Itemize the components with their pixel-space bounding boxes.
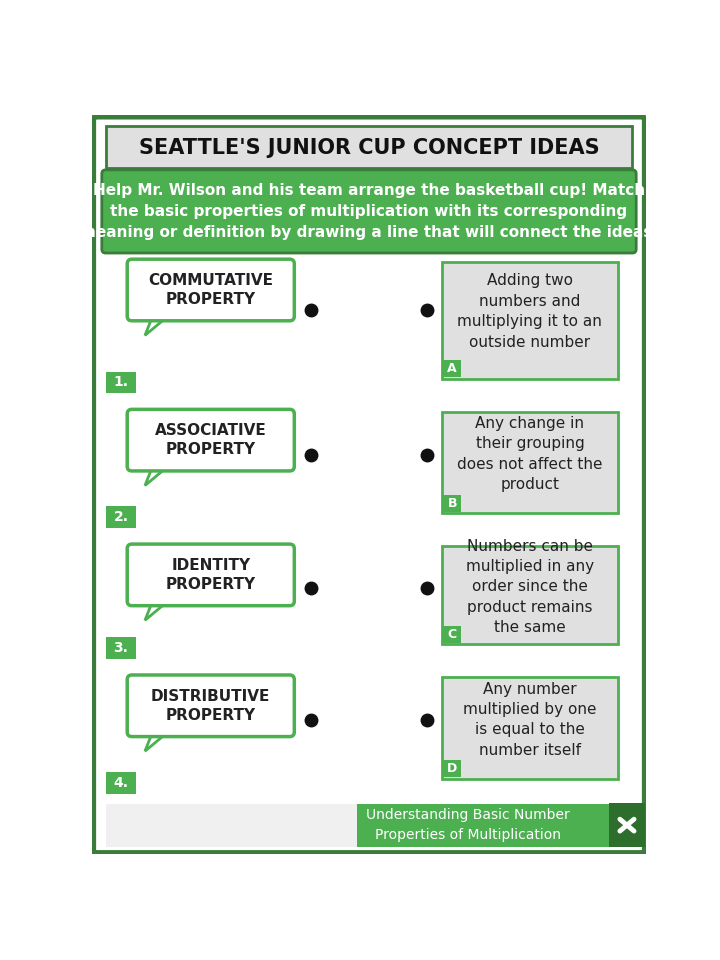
Text: 4.: 4. xyxy=(114,776,129,790)
FancyBboxPatch shape xyxy=(127,675,294,736)
Polygon shape xyxy=(145,732,168,752)
FancyBboxPatch shape xyxy=(106,506,137,528)
Text: B: B xyxy=(447,496,457,510)
FancyBboxPatch shape xyxy=(106,372,137,394)
Text: SEATTLE'S JUNIOR CUP CONCEPT IDEAS: SEATTLE'S JUNIOR CUP CONCEPT IDEAS xyxy=(139,137,599,157)
Text: 1.: 1. xyxy=(114,375,129,390)
FancyBboxPatch shape xyxy=(127,409,294,471)
FancyBboxPatch shape xyxy=(443,360,462,377)
Text: Help Mr. Wilson and his team arrange the basketball cup! Match
the basic propert: Help Mr. Wilson and his team arrange the… xyxy=(80,183,658,240)
Text: IDENTITY
PROPERTY: IDENTITY PROPERTY xyxy=(166,558,256,591)
Text: Any number
multiplied by one
is equal to the
number itself: Any number multiplied by one is equal to… xyxy=(463,682,597,757)
FancyBboxPatch shape xyxy=(127,544,294,606)
FancyBboxPatch shape xyxy=(102,170,636,253)
FancyBboxPatch shape xyxy=(442,678,618,779)
FancyBboxPatch shape xyxy=(442,261,618,378)
Polygon shape xyxy=(145,316,168,335)
FancyBboxPatch shape xyxy=(106,637,137,659)
FancyBboxPatch shape xyxy=(106,126,632,168)
Text: Adding two
numbers and
multiplying it to an
outside number: Adding two numbers and multiplying it to… xyxy=(457,274,603,349)
FancyBboxPatch shape xyxy=(106,772,137,794)
Text: DISTRIBUTIVE
PROPERTY: DISTRIBUTIVE PROPERTY xyxy=(151,689,271,723)
FancyBboxPatch shape xyxy=(442,546,618,644)
Polygon shape xyxy=(145,467,168,486)
FancyBboxPatch shape xyxy=(106,804,632,847)
FancyBboxPatch shape xyxy=(443,626,462,642)
FancyBboxPatch shape xyxy=(609,803,644,848)
FancyBboxPatch shape xyxy=(127,259,294,321)
Text: Numbers can be
multiplied in any
order since the
product remains
the same: Numbers can be multiplied in any order s… xyxy=(466,539,594,636)
Text: A: A xyxy=(447,362,457,375)
Text: 3.: 3. xyxy=(114,641,128,655)
FancyBboxPatch shape xyxy=(357,804,633,847)
Text: D: D xyxy=(447,762,457,776)
Text: C: C xyxy=(448,628,456,640)
FancyBboxPatch shape xyxy=(442,412,618,514)
Text: COMMUTATIVE
PROPERTY: COMMUTATIVE PROPERTY xyxy=(148,274,274,307)
Polygon shape xyxy=(145,601,168,620)
FancyBboxPatch shape xyxy=(443,494,462,512)
Text: ASSOCIATIVE
PROPERTY: ASSOCIATIVE PROPERTY xyxy=(155,423,266,457)
Text: Any change in
their grouping
does not affect the
product: Any change in their grouping does not af… xyxy=(457,416,603,492)
Text: Understanding Basic Number
Properties of Multiplication: Understanding Basic Number Properties of… xyxy=(366,808,570,842)
FancyBboxPatch shape xyxy=(443,760,462,778)
FancyBboxPatch shape xyxy=(94,117,644,852)
Text: 2.: 2. xyxy=(114,510,129,524)
